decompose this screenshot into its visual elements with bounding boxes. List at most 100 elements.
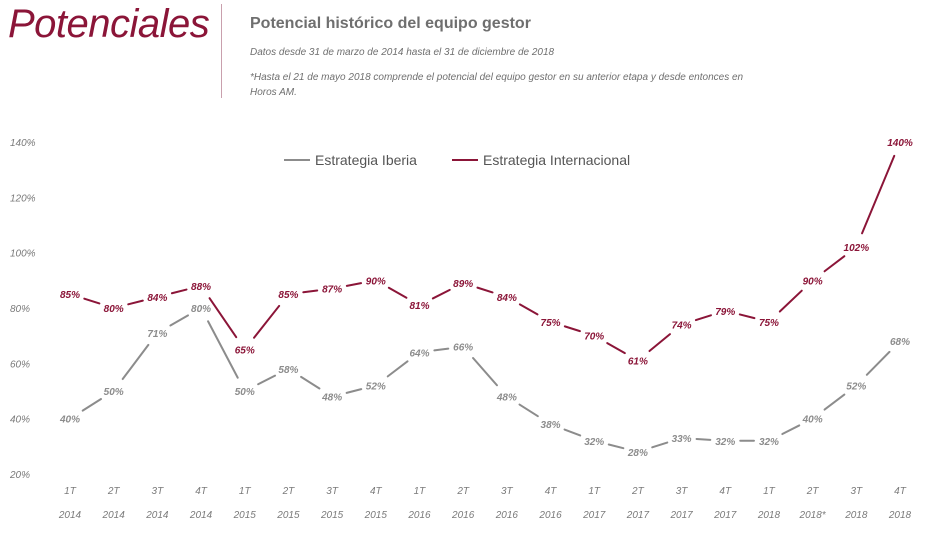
x-tick-quarter: 3T	[501, 486, 514, 497]
legend-label-iberia: Estrategia Iberia	[315, 152, 417, 168]
x-tick-year: 2015	[276, 510, 300, 521]
x-tick-quarter: 2T	[806, 486, 820, 497]
data-label-iberia: 80%	[191, 304, 211, 315]
legend-label-internacional: Estrategia Internacional	[483, 152, 630, 168]
y-tick-label: 140%	[10, 138, 36, 149]
x-tick-quarter: 4T	[370, 486, 383, 497]
data-label-iberia: 50%	[235, 387, 255, 398]
x-tick-year: 2018	[844, 510, 868, 521]
series-line-segment-iberia	[607, 443, 625, 450]
y-tick-label: 80%	[10, 304, 30, 315]
data-label-internacional: 89%	[453, 279, 473, 290]
y-tick-label: 100%	[10, 249, 36, 260]
series-line-segment-iberia	[386, 360, 409, 378]
series-line-segment-iberia	[345, 388, 363, 394]
x-tick-quarter: 4T	[195, 486, 208, 497]
x-tick-quarter: 4T	[545, 486, 558, 497]
data-label-iberia: 32%	[584, 437, 604, 448]
data-label-iberia: 40%	[59, 415, 80, 426]
series-line-segment-iberia	[695, 437, 712, 441]
x-tick-quarter: 1T	[763, 486, 776, 497]
data-label-iberia: 33%	[672, 434, 692, 445]
series-line-segment-internacional	[431, 288, 451, 300]
y-tick-label: 20%	[9, 470, 30, 481]
chart-footnote: *Hasta el 21 de mayo 2018 comprende el p…	[250, 72, 744, 98]
x-tick-quarter: 4T	[719, 486, 732, 497]
y-tick-label: 60%	[10, 359, 30, 370]
series-line-segment-iberia	[651, 441, 669, 449]
x-tick-year: 2016	[495, 510, 519, 521]
y-axis: 20% 40% 60% 80% 100% 120% 140%	[9, 138, 36, 481]
data-label-internacional: 90%	[366, 276, 386, 287]
data-label-internacional: 87%	[322, 285, 342, 296]
series-internacional: 85% 80% 84% 88% 65% 85% 87% 90% 81% 89% 84% 75% 70% 6…	[60, 138, 913, 368]
series-line-segment-iberia	[81, 398, 103, 412]
x-tick-year: 2016	[451, 510, 475, 521]
series-line-segment-internacional	[861, 154, 896, 235]
y-tick-label: 40%	[10, 415, 30, 426]
x-tick-quarter: 3T	[676, 486, 689, 497]
x-tick-year: 2018	[757, 510, 781, 521]
x-axis: 1T 2014 2T 2014 3T 2014 4T 2014 1T 2015 2T 2015 3T 20…	[58, 486, 912, 521]
series-line-segment-internacional	[823, 255, 846, 273]
x-tick-year: 2017	[626, 510, 650, 521]
series-line-segment-iberia	[121, 343, 150, 381]
x-tick-quarter: 1T	[64, 486, 77, 497]
x-tick-year: 2014	[58, 510, 82, 521]
x-tick-quarter: 3T	[152, 486, 165, 497]
x-tick-year: 2016	[407, 510, 431, 521]
chart-title: Potencial histórico del equipo gestor	[250, 15, 531, 32]
data-label-iberia: 64%	[409, 348, 429, 359]
x-tick-year: 2017	[713, 510, 737, 521]
series-line-segment-iberia	[257, 374, 277, 386]
data-label-internacional: 85%	[278, 290, 298, 301]
x-tick-year: 2014	[102, 510, 126, 521]
x-tick-quarter: 3T	[326, 486, 339, 497]
x-tick-quarter: 1T	[588, 486, 601, 497]
series-line-segment-iberia	[169, 314, 190, 327]
data-label-iberia: 66%	[453, 343, 473, 354]
x-tick-year: 2015	[233, 510, 257, 521]
series-line-segment-internacional	[345, 282, 363, 287]
x-tick-quarter: 3T	[850, 486, 863, 497]
x-tick-year: 2016	[538, 510, 562, 521]
x-tick-year: 2015	[320, 510, 344, 521]
data-label-iberia: 38%	[541, 420, 561, 431]
x-tick-year: 2017	[582, 510, 606, 521]
series-line-segment-iberia	[207, 320, 239, 379]
x-tick-quarter: 2T	[631, 486, 645, 497]
data-label-iberia: 52%	[366, 381, 386, 392]
data-label-iberia: 32%	[759, 437, 779, 448]
series-line-segment-iberia	[518, 403, 539, 418]
data-label-iberia: 48%	[496, 393, 517, 404]
series-line-segment-iberia	[563, 428, 582, 437]
chart-legend: Estrategia Iberia Estrategia Internacion…	[284, 152, 630, 168]
chart-series: 40% 50% 71% 80% 50% 58% 48% 52% 64% 66% 48% 38% 32% 2…	[59, 138, 913, 459]
x-tick-year: 2017	[669, 510, 693, 521]
series-line-segment-internacional	[648, 333, 671, 353]
data-label-iberia: 48%	[321, 393, 342, 404]
data-label-iberia: 50%	[104, 387, 124, 398]
data-label-iberia: 28%	[627, 448, 648, 459]
x-tick-year: 2018	[888, 510, 912, 521]
data-label-internacional: 75%	[759, 318, 779, 329]
series-line-segment-internacional	[563, 325, 581, 333]
series-line-segment-internacional	[83, 297, 101, 305]
header-divider	[221, 4, 222, 98]
data-label-iberia: 52%	[846, 381, 866, 392]
series-line-segment-internacional	[387, 286, 408, 299]
data-label-internacional: 80%	[104, 304, 124, 315]
data-label-iberia: 71%	[147, 329, 167, 340]
data-label-internacional: 140%	[887, 138, 913, 149]
data-label-iberia: 40%	[802, 415, 823, 426]
series-line-segment-internacional	[208, 297, 238, 339]
data-label-internacional: 75%	[541, 318, 561, 329]
data-label-iberia: 68%	[890, 337, 910, 348]
x-tick-quarter: 1T	[239, 486, 252, 497]
series-line-segment-internacional	[778, 289, 803, 313]
series-line-segment-internacional	[738, 313, 756, 320]
data-label-internacional: 70%	[584, 332, 604, 343]
x-tick-quarter: 2T	[282, 486, 296, 497]
data-label-internacional: 85%	[60, 290, 80, 301]
